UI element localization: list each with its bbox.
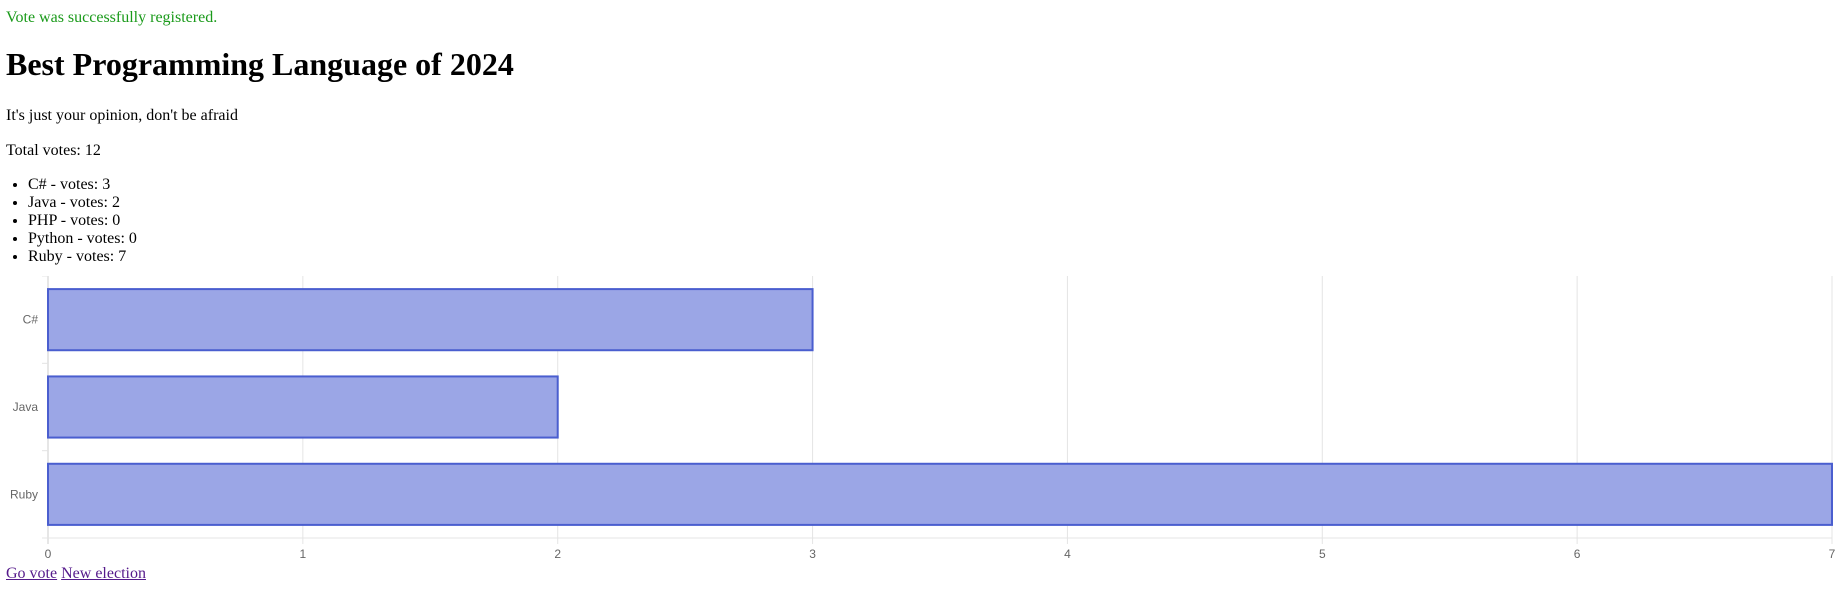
total-votes: Total votes: 12 xyxy=(6,142,101,159)
x-tick-label: 5 xyxy=(1319,547,1326,561)
x-tick-label: 2 xyxy=(554,547,561,561)
new-election-link[interactable]: New election xyxy=(61,565,146,582)
result-item-php: PHP - votes: 0 xyxy=(28,212,137,230)
y-tick-label: C# xyxy=(23,313,39,327)
results-list: C# - votes: 3 Java - votes: 2 PHP - vote… xyxy=(6,176,137,266)
success-message: Vote was successfully registered. xyxy=(6,9,218,26)
bar-csharp xyxy=(47,288,814,352)
x-tick-label: 6 xyxy=(1574,547,1581,561)
votes-bar-chart: 0 1 2 3 4 5 6 7 C# Java Ruby xyxy=(10,276,1836,561)
go-vote-link[interactable]: Go vote xyxy=(6,565,58,582)
x-tick-label: 3 xyxy=(809,547,816,561)
page-title: Best Programming Language of 2024 xyxy=(6,46,514,82)
result-item-python: Python - votes: 0 xyxy=(28,230,137,248)
bar-java xyxy=(47,375,559,439)
result-item-csharp: C# - votes: 3 xyxy=(28,176,137,194)
x-tick-label: 7 xyxy=(1829,547,1836,561)
bar-ruby xyxy=(47,462,1833,526)
x-tick-label: 4 xyxy=(1064,547,1071,561)
y-tick-label: Ruby xyxy=(10,487,38,501)
y-tick-label: Java xyxy=(13,400,39,414)
poll-subtitle: It's just your opinion, don't be afraid xyxy=(6,107,238,124)
x-tick-label: 1 xyxy=(300,547,307,561)
result-item-java: Java - votes: 2 xyxy=(28,194,137,212)
result-item-ruby: Ruby - votes: 7 xyxy=(28,248,137,266)
x-tick-label: 0 xyxy=(45,547,52,561)
footer-links: Go vote New election xyxy=(6,565,146,583)
